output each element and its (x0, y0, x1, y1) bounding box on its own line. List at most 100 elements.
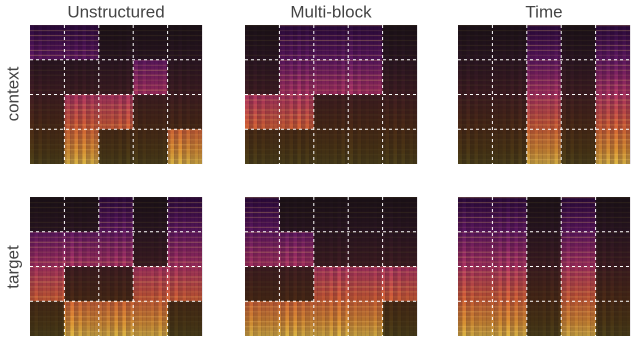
masked-patch (245, 25, 280, 60)
masked-patch (492, 129, 527, 164)
spectrogram-texture (245, 84, 417, 86)
masked-patch (133, 25, 168, 60)
spectrogram-texture (245, 69, 417, 71)
masked-patch (245, 59, 280, 95)
spectrogram-texture (30, 236, 202, 238)
masked-patch (64, 197, 99, 232)
spectrogram-texture (62, 197, 67, 336)
masked-patch (382, 301, 417, 336)
spectrogram-texture (245, 266, 417, 268)
spectrogram-texture (622, 25, 627, 164)
spectrogram-texture (245, 286, 417, 288)
spectrogram-texture (245, 306, 417, 308)
spectrogram-texture (30, 306, 202, 308)
panels (30, 25, 631, 336)
spectrogram-texture (538, 25, 543, 164)
spectrogram-texture (458, 44, 630, 47)
masked-patch (313, 197, 349, 232)
spectrogram-panel (30, 25, 203, 164)
column-title: Time (525, 2, 562, 21)
spectrogram-texture (30, 197, 202, 199)
spectrogram-texture (194, 197, 199, 336)
spectrogram-texture (30, 256, 202, 258)
spectrogram-texture (458, 99, 630, 101)
masked-patch (526, 197, 562, 232)
spectrogram-texture (30, 114, 202, 116)
masked-patch (526, 301, 562, 336)
masked-patch (348, 197, 383, 232)
masked-patch (348, 129, 383, 164)
masked-patch (133, 129, 168, 164)
spectrogram-texture (586, 197, 591, 336)
masked-patch (98, 59, 134, 95)
masked-patch (382, 59, 417, 95)
masked-patch (595, 301, 630, 336)
spectrogram-texture (170, 197, 175, 336)
masked-patch (458, 59, 493, 95)
spectrogram-texture (458, 49, 630, 52)
masked-patch (526, 266, 562, 302)
spectrogram-texture (30, 241, 202, 243)
spectrogram-texture (458, 79, 630, 81)
spectrogram-texture (30, 94, 202, 96)
spectrogram-texture (610, 25, 615, 164)
masked-patch (98, 266, 134, 302)
spectrogram-texture (490, 197, 495, 336)
masked-patch (167, 59, 202, 95)
spectrogram-texture (245, 49, 417, 52)
spectrogram-texture (466, 197, 471, 336)
masked-patch (458, 94, 493, 130)
spectrogram-texture (30, 221, 202, 224)
masked-patch (382, 231, 417, 267)
spectrogram-texture (458, 64, 630, 66)
masked-patch (382, 129, 417, 164)
spectrogram-texture (301, 25, 306, 164)
spectrogram-texture (245, 79, 417, 81)
masked-patch (30, 59, 65, 95)
masked-patch (30, 94, 65, 130)
spectrogram-texture (245, 321, 417, 323)
spectrogram-texture (30, 246, 202, 248)
spectrogram-panel (30, 197, 203, 336)
masked-patch (492, 59, 527, 95)
spectrogram-texture (550, 25, 555, 164)
masked-patch (595, 266, 630, 302)
spectrogram-texture (30, 331, 202, 333)
masked-patch (492, 94, 527, 130)
spectrogram-texture (458, 139, 630, 141)
spectrogram-texture (458, 119, 630, 121)
masked-patch (245, 129, 280, 164)
masked-patch (561, 129, 596, 164)
masked-patch (595, 231, 630, 267)
spectrogram-texture (458, 134, 630, 136)
spectrogram-texture (245, 326, 417, 328)
spectrogram-texture (458, 84, 630, 86)
spectrogram-texture (458, 124, 630, 126)
masked-patch (279, 129, 314, 164)
spectrogram-texture (245, 89, 417, 91)
spectrogram-texture (245, 276, 417, 278)
masked-patch (133, 231, 168, 267)
masked-patch (458, 25, 493, 60)
spectrogram-texture (30, 206, 202, 209)
spectrogram-texture (245, 296, 417, 298)
spectrogram-texture (245, 44, 417, 47)
spectrogram-texture (245, 25, 417, 27)
spectrogram-texture (458, 149, 630, 151)
spectrogram-texture (289, 25, 294, 164)
masked-patch (382, 197, 417, 232)
masked-patch (313, 94, 349, 130)
spectrogram-texture (245, 291, 417, 293)
spectrogram-texture (30, 226, 202, 228)
spectrogram-texture (458, 74, 630, 76)
masked-patch (30, 197, 65, 232)
spectrogram-texture (245, 301, 417, 303)
spectrogram-texture (245, 29, 417, 32)
spectrogram-texture (30, 99, 202, 101)
masked-patch (382, 25, 417, 60)
spectrogram-texture (245, 331, 417, 333)
spectrogram-texture (458, 89, 630, 91)
masked-patch (561, 59, 596, 95)
spectrogram-texture (30, 321, 202, 323)
masked-patch (245, 266, 280, 302)
